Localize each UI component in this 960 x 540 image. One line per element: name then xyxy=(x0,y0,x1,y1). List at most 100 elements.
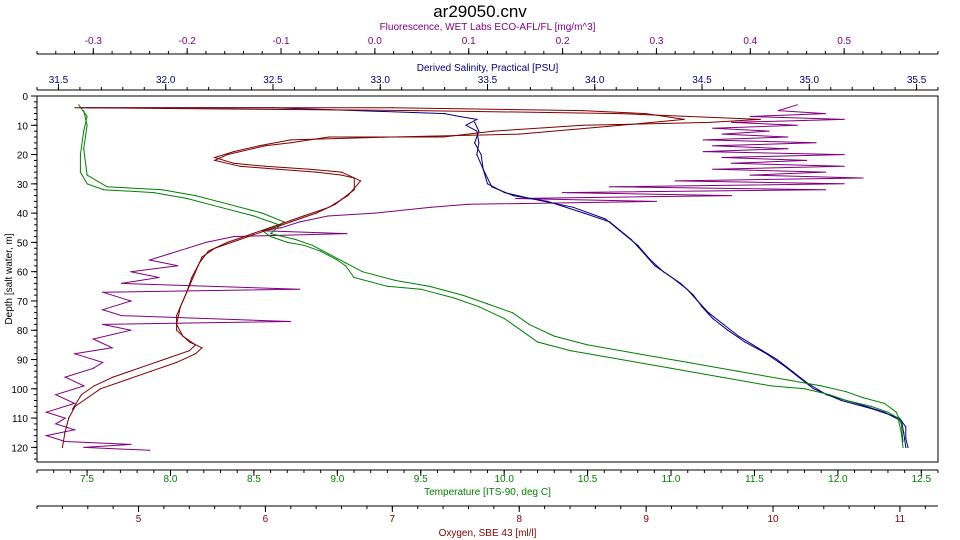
fluorescence-data-point xyxy=(824,189,827,191)
fluorescence-data-point xyxy=(862,177,864,179)
salinity-data-point xyxy=(905,426,907,428)
fluorescence-data-point xyxy=(64,417,66,419)
depth-tick-label: 80 xyxy=(17,326,29,337)
temperature-data-point xyxy=(253,215,255,217)
temperature-data-point xyxy=(428,285,430,287)
fluorescence-data-point xyxy=(186,247,188,249)
oxygen-data-point xyxy=(264,165,266,167)
salinity-tick-label: 32.5 xyxy=(263,75,283,86)
fluorescence-data-point xyxy=(749,115,751,118)
oxygen-tick-label: 6 xyxy=(263,514,269,525)
temperature-data-point xyxy=(900,423,902,425)
temperature-data-point xyxy=(528,323,530,325)
salinity-data-point xyxy=(604,218,607,220)
temperature-data-point xyxy=(79,154,81,156)
fluorescence-data-point xyxy=(721,133,723,135)
salinity-data-point xyxy=(900,420,903,422)
fluorescence-data-point xyxy=(374,212,376,214)
fluorescence-data-point xyxy=(843,118,845,120)
temperature-tick-label: 10.0 xyxy=(494,474,514,485)
fluorescence-tick-label: -0.2 xyxy=(179,36,197,47)
plot-frame xyxy=(36,95,939,463)
salinity-data-point xyxy=(712,317,714,320)
fluorescence-data-point xyxy=(730,162,733,164)
temperature-series-line xyxy=(78,104,904,448)
temperature-data-point xyxy=(261,212,263,214)
fluorescence-series-line xyxy=(44,104,863,451)
fluorescence-data-point xyxy=(777,110,780,112)
salinity-data-point xyxy=(474,142,476,144)
depth-axis-label: Depth [salt water, m] xyxy=(4,233,15,324)
temperature-data-point xyxy=(194,195,197,197)
temperature-data-point xyxy=(386,285,388,287)
temperature-data-point xyxy=(270,235,272,238)
salinity-data-point xyxy=(722,323,725,325)
salinity-axis-label: Derived Salinity, Practical [PSU] xyxy=(417,63,559,74)
oxygen-data-point xyxy=(188,350,190,352)
temperature-data-point xyxy=(770,385,772,387)
temperature-tick-label: 8.0 xyxy=(164,474,178,485)
oxygen-series xyxy=(71,107,685,410)
oxygen-data-point xyxy=(417,110,419,112)
fluorescence-data-point xyxy=(327,215,329,217)
temperature-data-point xyxy=(887,411,889,413)
fluorescence-tick-label: 0.2 xyxy=(556,36,570,47)
fluorescence-data-point xyxy=(730,121,733,123)
oxygen-data-point xyxy=(176,329,178,331)
temperature-series xyxy=(83,110,904,443)
salinity-data-point xyxy=(480,154,482,156)
fluorescence-data-point xyxy=(562,192,564,194)
temperature-data-point xyxy=(86,115,88,118)
temperature-data-point xyxy=(845,391,847,393)
fluorescence-data-point xyxy=(299,288,301,290)
temperature-data-point xyxy=(637,353,639,355)
temperature-data-point xyxy=(478,306,480,308)
oxygen-data-point xyxy=(442,136,444,138)
salinity-data-point xyxy=(583,212,585,214)
temperature-data-point xyxy=(86,124,88,126)
oxygen-data-point xyxy=(277,168,279,170)
oxygen-data-point xyxy=(195,353,197,355)
temperature-data-point xyxy=(83,148,85,150)
fluorescence-data-point xyxy=(55,423,57,425)
oxygen-data-point xyxy=(391,107,393,109)
oxygen-data-point xyxy=(207,250,209,252)
temperature-data-point xyxy=(900,432,902,434)
fluorescence-data-point xyxy=(167,253,169,255)
oxygen-data-point xyxy=(80,394,82,396)
salinity-tick-label: 34.0 xyxy=(585,75,605,86)
salinity-data-point xyxy=(478,130,480,132)
oxygen-data-point xyxy=(61,446,64,448)
oxygen-tick-label: 10 xyxy=(767,514,779,525)
temperature-data-point xyxy=(520,329,522,331)
salinity-data-point xyxy=(465,124,467,126)
fluorescence-data-point xyxy=(55,394,57,396)
oxygen-data-point xyxy=(309,168,311,170)
fluorescence-data-point xyxy=(149,449,151,451)
temperature-data-point xyxy=(361,271,363,273)
salinity-data-point xyxy=(654,265,656,267)
fluorescence-data-point xyxy=(111,347,113,349)
oxygen-data-point xyxy=(315,212,317,214)
salinity-data-point xyxy=(486,183,489,185)
temperature-tick-label: 7.5 xyxy=(80,474,94,485)
temperature-data-point xyxy=(420,288,422,290)
fluorescence-data-point xyxy=(721,156,723,159)
fluorescence-data-point xyxy=(712,127,714,129)
oxygen-data-point xyxy=(226,154,228,156)
oxygen-tick-label: 7 xyxy=(390,514,396,525)
fluorescence-data-point xyxy=(83,385,85,387)
temperature-data-point xyxy=(720,376,722,378)
salinity-tick-label: 33.5 xyxy=(478,75,498,86)
fluorescence-data-point xyxy=(45,411,48,413)
oxygen-data-point xyxy=(214,159,216,161)
fluorescence-data-point xyxy=(73,429,76,431)
fluorescence-data-point xyxy=(130,443,132,445)
salinity-tick-label: 31.5 xyxy=(49,75,69,86)
salinity-data-point xyxy=(903,432,905,434)
oxygen-tick-label: 9 xyxy=(643,514,649,525)
temperature-data-point xyxy=(737,370,739,372)
salinity-data-point xyxy=(697,300,699,302)
temperature-data-point xyxy=(687,361,689,363)
salinity-data-point xyxy=(744,341,746,343)
